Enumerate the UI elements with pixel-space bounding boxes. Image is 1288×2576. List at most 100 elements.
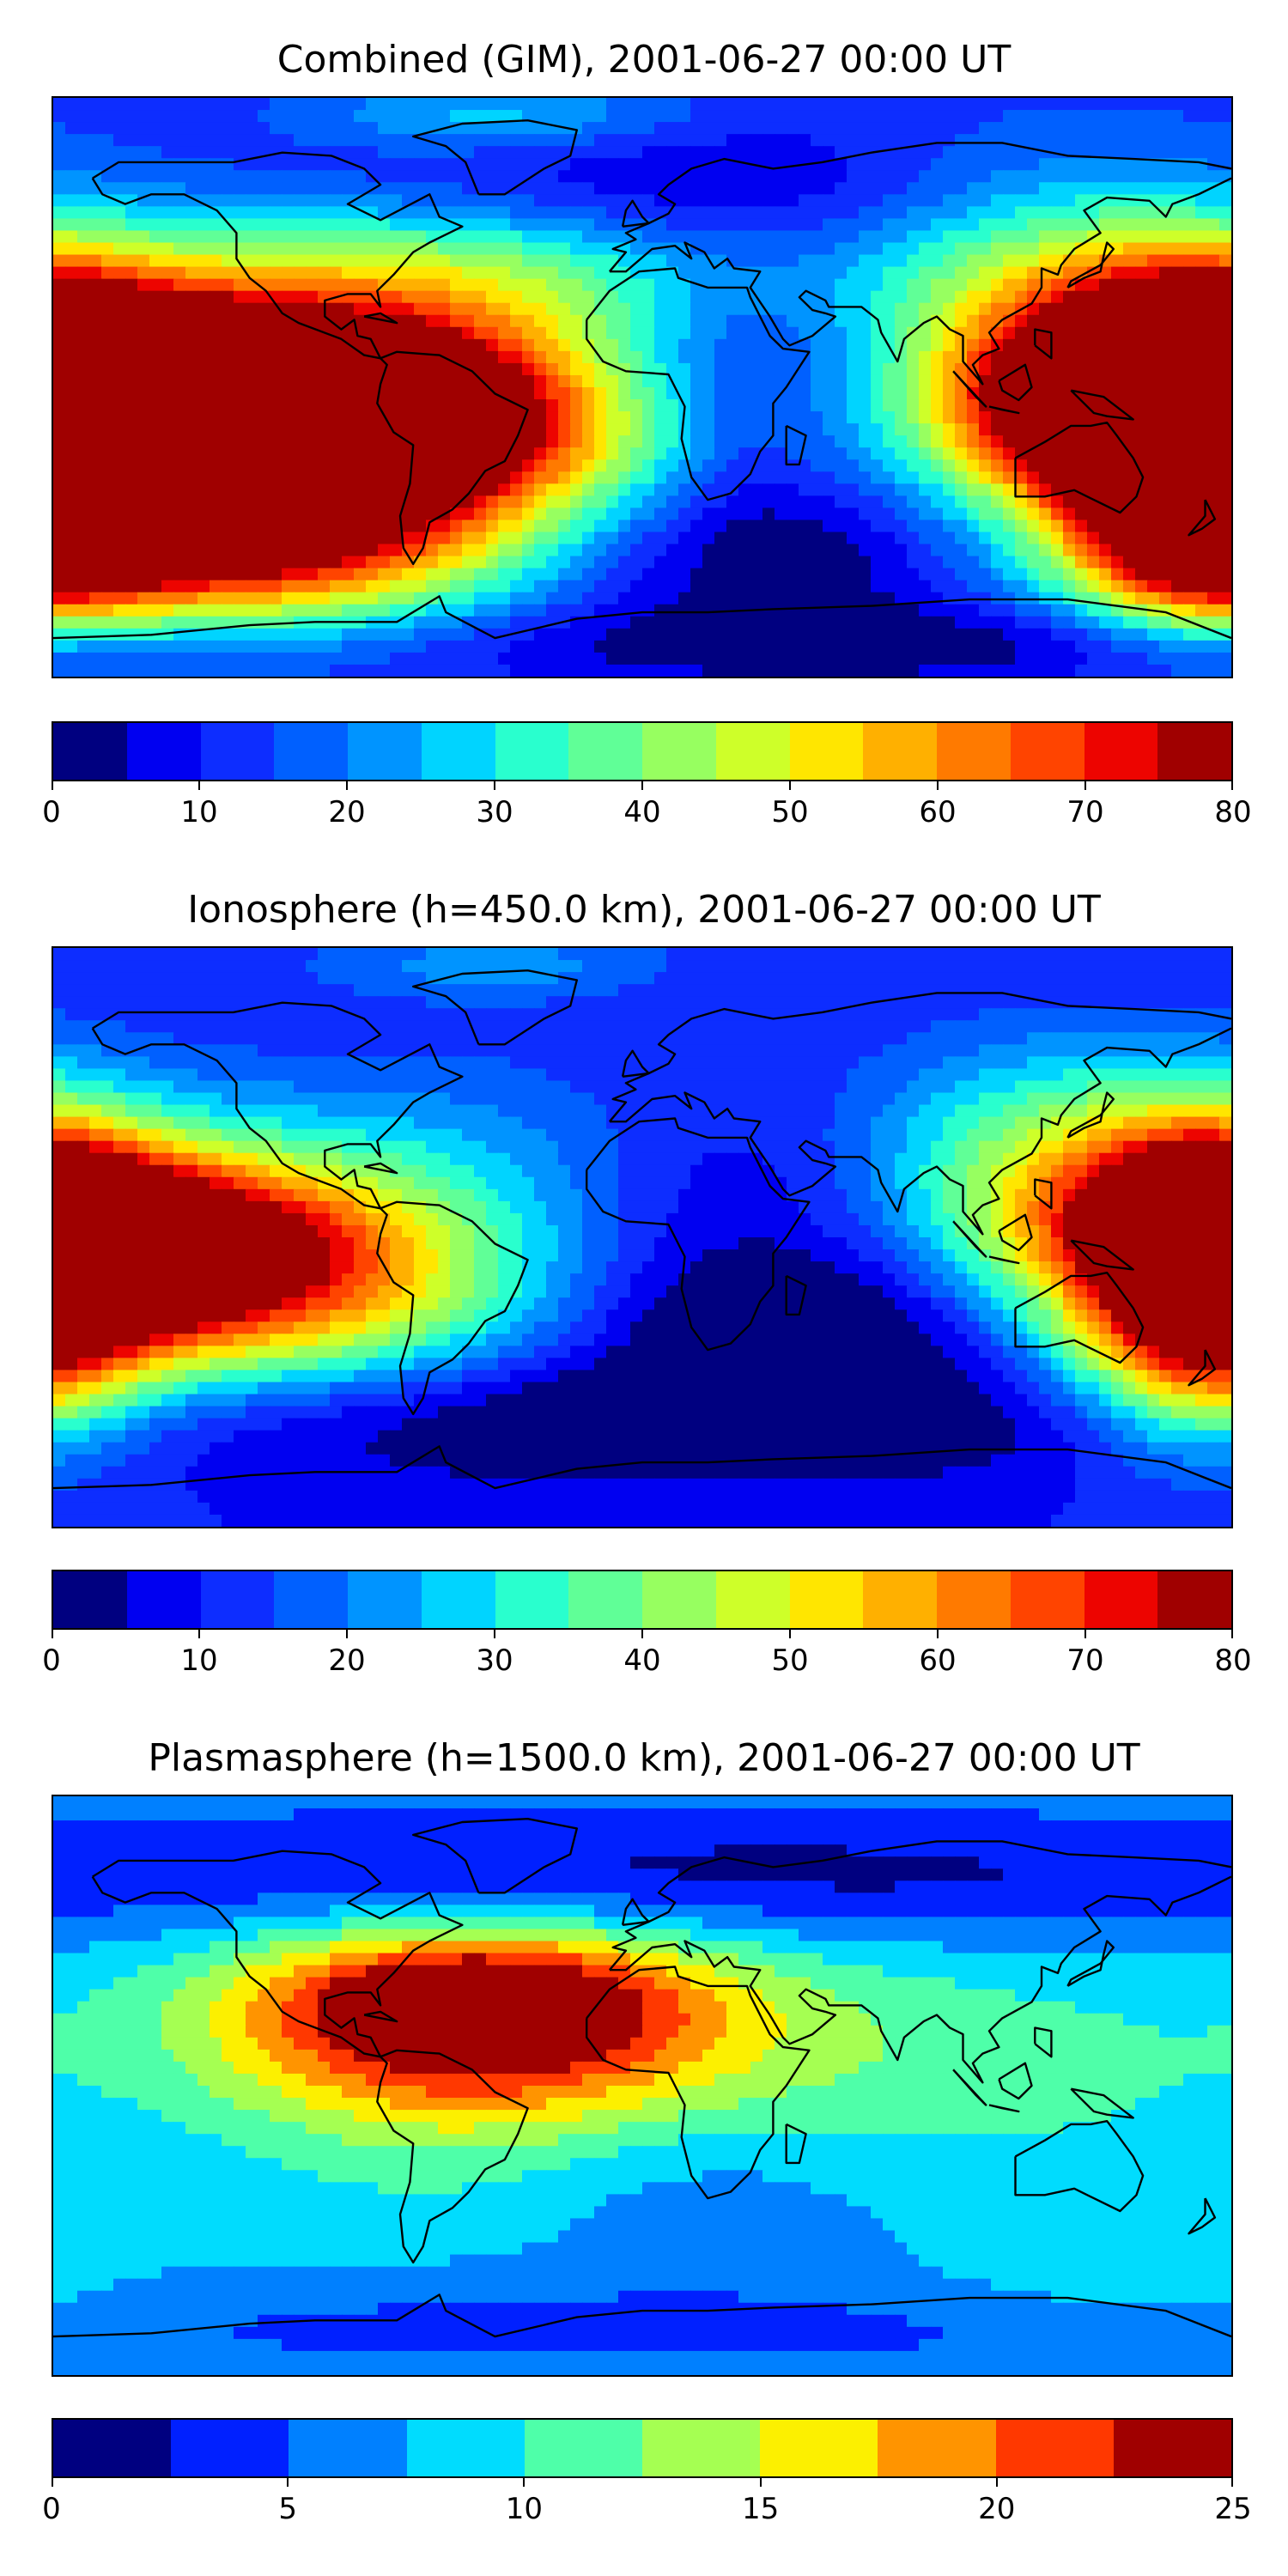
field-cell (979, 134, 992, 147)
field-cell (306, 146, 319, 159)
field-cell (137, 519, 150, 533)
field-cell (859, 507, 872, 521)
field-cell (570, 507, 583, 521)
field-cell (113, 266, 126, 280)
field-cell (222, 544, 234, 557)
field-cell (378, 98, 391, 111)
field-cell (1159, 230, 1172, 244)
field-cell (558, 338, 571, 352)
field-cell (775, 266, 787, 280)
field-cell (847, 338, 860, 352)
field-cell (750, 182, 763, 195)
field-cell (534, 387, 547, 400)
field-cell (185, 302, 198, 316)
field-cell (630, 242, 643, 256)
field-cell (1195, 604, 1208, 617)
field-cell (1003, 628, 1016, 641)
field-cell (342, 182, 355, 195)
field-cell (77, 266, 90, 280)
field-cell (919, 628, 932, 641)
field-cell (113, 580, 126, 593)
field-cell (799, 592, 811, 605)
field-cell (762, 206, 775, 220)
field-cell (438, 580, 451, 593)
field-cell (77, 278, 90, 292)
field-cell (726, 960, 739, 973)
field-cell (306, 158, 319, 171)
field-cell (630, 134, 643, 147)
field-cell (210, 326, 222, 340)
colorbar-tick (346, 781, 348, 790)
field-cell (811, 110, 823, 123)
field-cell (1207, 459, 1220, 472)
field-cell (125, 254, 138, 268)
field-cell (282, 278, 295, 292)
field-cell (354, 568, 367, 581)
field-cell (1039, 652, 1052, 665)
field-cell (330, 387, 343, 400)
field-cell (690, 652, 703, 665)
field-cell (462, 254, 475, 268)
field-cell (318, 399, 331, 412)
field-cell (318, 362, 331, 376)
field-cell (161, 568, 174, 581)
field-cell (618, 664, 631, 677)
field-cell (1171, 556, 1184, 569)
field-cell (486, 362, 499, 376)
field-cell (690, 459, 703, 472)
coastline (1014, 422, 1145, 514)
field-cell (246, 411, 258, 424)
field-cell (486, 568, 499, 581)
field-cell (1207, 98, 1220, 111)
field-cell (510, 580, 523, 593)
field-cell (642, 278, 655, 292)
field-cell (546, 483, 559, 496)
field-cell (883, 350, 896, 364)
field-cell (582, 507, 595, 521)
field-cell (414, 652, 427, 665)
field-cell (1195, 459, 1208, 472)
field-cell (546, 495, 559, 509)
field-cell (366, 592, 379, 605)
field-cell (294, 134, 307, 147)
field-cell (762, 652, 775, 665)
field-cell (1039, 604, 1052, 617)
field-cell (486, 423, 499, 436)
field-cell (678, 387, 691, 400)
field-cell (330, 266, 343, 280)
field-cell (726, 374, 739, 388)
field-cell (1015, 266, 1028, 280)
field-cell (234, 640, 246, 653)
field-cell (907, 206, 920, 220)
field-cell (390, 146, 403, 159)
field-cell (654, 628, 667, 641)
field-cell (246, 146, 258, 159)
field-cell (570, 519, 583, 533)
field-cell (270, 495, 283, 509)
field-cell (943, 290, 956, 304)
field-cell (402, 568, 415, 581)
field-cell (666, 182, 679, 195)
field-cell (1159, 580, 1172, 593)
field-cell (318, 519, 331, 533)
field-cell (967, 483, 980, 496)
field-cell (137, 314, 150, 328)
field-cell (895, 960, 908, 973)
field-cell (534, 948, 547, 961)
colorbar-segment (53, 723, 127, 780)
field-cell (101, 604, 114, 617)
field-cell (330, 98, 343, 111)
field-cell (1027, 483, 1040, 496)
field-cell (149, 507, 162, 521)
field-cell (1159, 242, 1172, 256)
field-cell (390, 290, 403, 304)
field-cell (113, 972, 126, 985)
field-cell (558, 170, 571, 183)
field-cell (1171, 532, 1184, 545)
field-cell (462, 387, 475, 400)
field-cell (907, 302, 920, 316)
field-cell (546, 459, 559, 472)
field-cell (366, 206, 379, 220)
field-cell (1087, 254, 1100, 268)
field-cell (967, 604, 980, 617)
